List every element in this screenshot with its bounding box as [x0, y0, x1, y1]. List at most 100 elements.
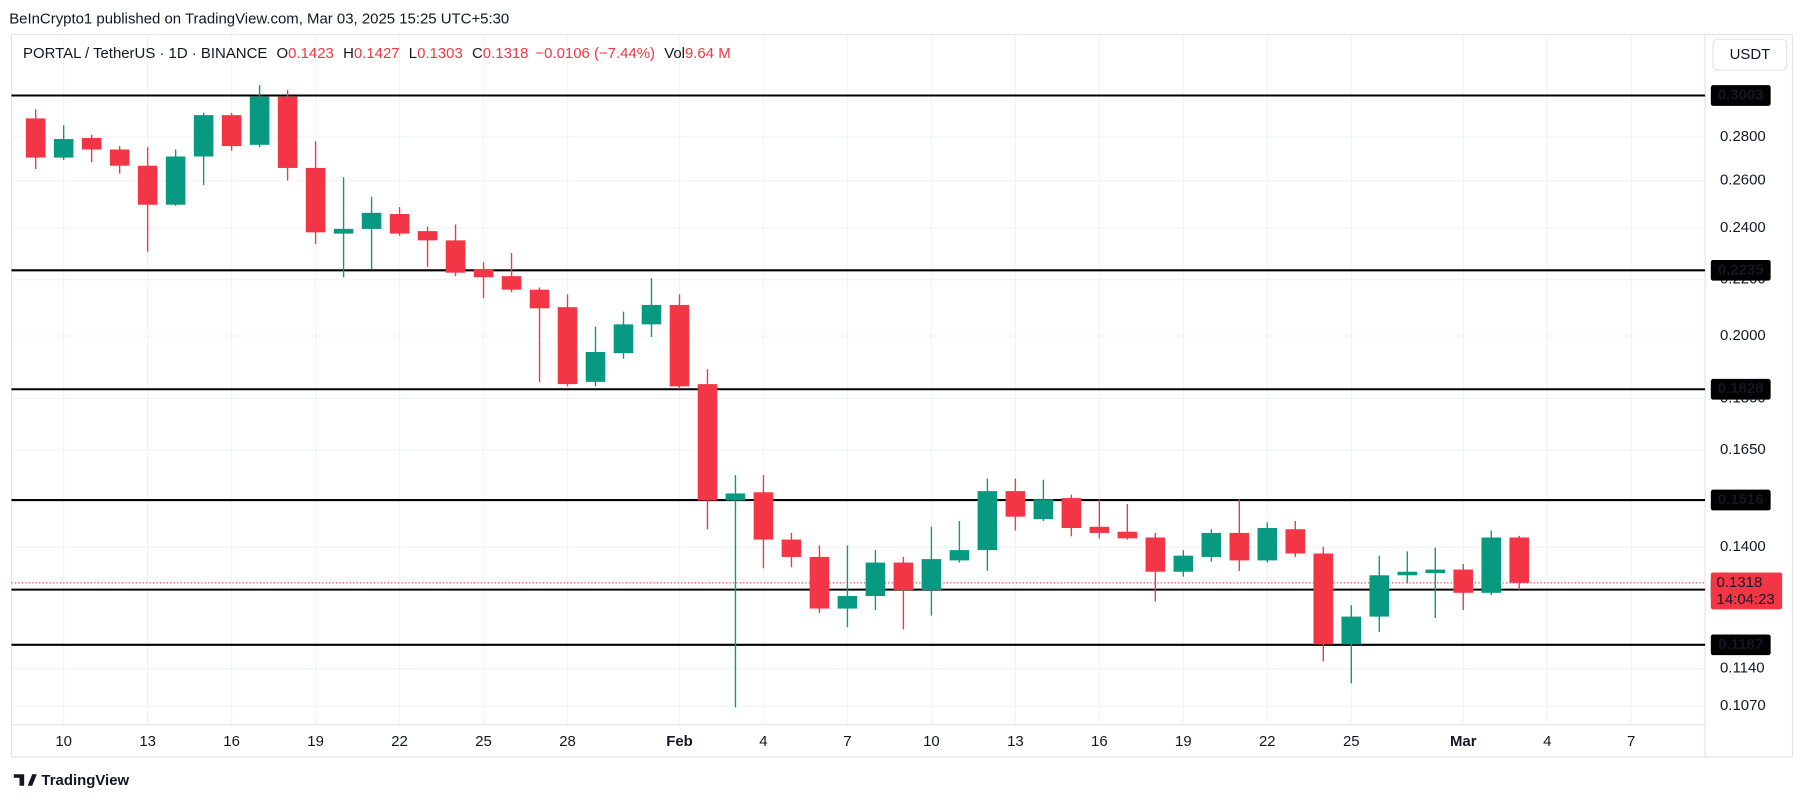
y-tick-label: 0.2600: [1720, 172, 1766, 189]
y-tick-label: 0.2800: [1720, 128, 1766, 145]
level-label: 0.3003: [1718, 86, 1764, 103]
candle-body: [1089, 526, 1110, 533]
level-label-box: [1710, 378, 1771, 400]
candle-body: [893, 562, 914, 591]
candle-body: [1313, 553, 1334, 645]
x-tick-label: 16: [1091, 733, 1108, 750]
chart-frame: [10, 33, 1794, 758]
candle-body: [445, 240, 466, 273]
brand-logo: TradingView: [13, 772, 130, 789]
brand-icon: [13, 774, 37, 786]
level-label: 0.1828: [1718, 380, 1764, 397]
currency-button[interactable]: [1712, 38, 1788, 71]
candle-body: [473, 269, 494, 278]
y-tick-label: 0.1400: [1720, 538, 1766, 555]
level-label-box: [1710, 85, 1771, 106]
open-value: 0.1423: [288, 45, 334, 62]
candle-body: [977, 491, 998, 551]
volume-label: Vol: [664, 45, 685, 62]
volume-value: 9.64 M: [685, 45, 731, 62]
candle-body: [193, 115, 214, 157]
x-tick-label: 22: [1259, 733, 1276, 750]
candle-body: [669, 304, 690, 387]
change: −0.0106 (−7.44%): [535, 45, 655, 62]
candle-body: [1397, 571, 1418, 576]
candle-body: [697, 384, 718, 501]
currency-button-label[interactable]: USDT: [1730, 46, 1771, 63]
brand-name: TradingView: [41, 772, 129, 789]
candle-body: [1453, 569, 1474, 593]
candle-body: [1005, 491, 1026, 517]
y-tick-label: 0.1140: [1720, 660, 1765, 677]
candle-body: [1229, 532, 1250, 561]
candle-body: [333, 228, 354, 234]
x-tick-label: 10: [55, 733, 72, 750]
candle-body: [361, 212, 382, 229]
candle-body: [137, 165, 158, 205]
open-label: O: [277, 45, 289, 62]
x-tick-label: 4: [1543, 733, 1551, 750]
x-tick-label: 25: [475, 733, 492, 750]
candle-body: [221, 115, 242, 147]
close-label: C: [472, 45, 483, 62]
countdown-label: 14:04:23: [1717, 591, 1775, 608]
y-tick-label: 0.2000: [1720, 327, 1766, 344]
high-value: 0.1427: [354, 45, 400, 62]
candle-body: [725, 493, 746, 501]
candle-body: [1369, 575, 1390, 617]
candle-body: [641, 304, 662, 325]
x-tick-label: 22: [391, 733, 408, 750]
x-tick-label: 7: [1627, 733, 1635, 750]
level-label-box: [1710, 634, 1771, 656]
candle-body: [165, 156, 186, 205]
candle-body: [249, 96, 270, 145]
candle-body: [557, 307, 578, 385]
candle-body: [781, 539, 802, 557]
candle-body: [921, 559, 942, 591]
x-tick-label: 13: [1007, 733, 1024, 750]
candle-body: [585, 351, 606, 382]
candle-body: [753, 492, 774, 540]
candle-body: [1257, 528, 1278, 561]
candle-body: [109, 149, 130, 166]
close-value: 0.1318: [483, 45, 529, 62]
x-tick-label: 19: [1175, 733, 1192, 750]
x-tick-label: 28: [559, 733, 576, 750]
low-value: 0.1303: [417, 45, 463, 62]
x-tick-label: 19: [307, 733, 324, 750]
candle-body: [501, 276, 522, 290]
candle-body: [1173, 555, 1194, 572]
y-tick-label: 0.1070: [1720, 697, 1766, 714]
candle-body: [949, 550, 970, 561]
legend: PORTAL / TetherUS · 1D · BINANCE O0.1423 H…: [23, 45, 731, 62]
candle-body: [277, 96, 298, 168]
candle-body: [865, 562, 886, 597]
candle-body: [1509, 537, 1530, 583]
y-tick-label: 0.2400: [1720, 219, 1766, 236]
candle-body: [53, 139, 74, 158]
y-tick-label: 0.1650: [1720, 441, 1766, 458]
high-label: H: [343, 45, 354, 62]
candle-body: [1033, 499, 1054, 520]
candle-body: [1425, 569, 1446, 574]
x-tick-label: 4: [759, 733, 767, 750]
symbol: PORTAL / TetherUS · 1D · BINANCE: [23, 45, 267, 62]
current-price-box: [1710, 572, 1783, 610]
current-price-label: 0.1318: [1717, 574, 1763, 591]
candle-body: [837, 596, 858, 609]
candle-body: [417, 231, 438, 241]
axis: 0.28000.26000.24000.22000.20000.18000.16…: [55, 85, 1783, 750]
candle-body: [1481, 537, 1502, 593]
candle-body: [25, 118, 46, 158]
candle-body: [613, 324, 634, 354]
levels: [11, 94, 1706, 646]
x-tick-label: 13: [139, 733, 156, 750]
candle-body: [1061, 498, 1082, 529]
candle-body: [1285, 529, 1306, 554]
x-tick-label: 10: [923, 733, 940, 750]
candle-body: [809, 556, 830, 609]
level-label: 0.1516: [1718, 491, 1764, 508]
candle-body: [1201, 532, 1222, 557]
